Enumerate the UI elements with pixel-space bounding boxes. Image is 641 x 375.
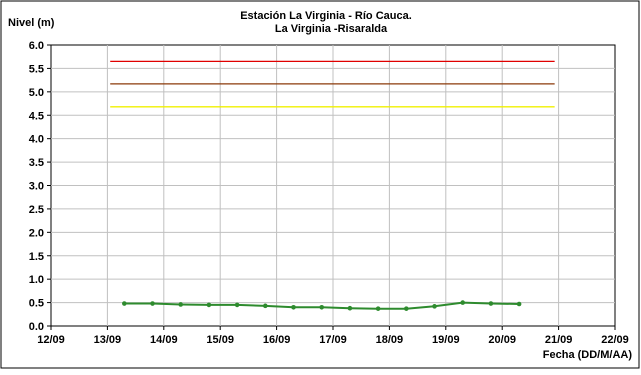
x-tick-label: 22/09 [601, 334, 629, 346]
x-tick-label: 20/09 [488, 334, 516, 346]
x-tick-label: 13/09 [94, 334, 122, 346]
x-tick-label: 15/09 [206, 334, 234, 346]
y-tick-label: 0.0 [29, 321, 44, 333]
y-tick-label: 6.0 [29, 40, 44, 52]
y-axis-label: Nivel (m) [8, 17, 55, 29]
level-data-point [460, 300, 466, 305]
level-data-point [375, 306, 381, 311]
level-data-point [404, 306, 409, 311]
level-data-point [291, 304, 296, 310]
level-data-point [206, 302, 212, 308]
x-tick-label: 17/09 [319, 334, 347, 346]
x-tick-label: 14/09 [150, 334, 178, 346]
level-data-point [347, 305, 353, 311]
series-layer [122, 300, 522, 311]
threshold-layer [110, 60, 555, 108]
y-tick-label: 3.5 [29, 157, 44, 169]
y-tick-label: 2.0 [29, 227, 44, 239]
y-tick-label: 1.5 [29, 251, 44, 263]
grid-layer [51, 45, 615, 326]
level-data-point [122, 301, 127, 306]
y-tick-label: 3.0 [29, 181, 44, 193]
y-tick-label: 4.5 [29, 110, 44, 122]
level-data-point [263, 303, 268, 309]
chart-title: Estación La Virginia - Río Cauca. [240, 10, 412, 22]
x-tick-label: 12/09 [37, 334, 65, 346]
y-tick-label: 1.0 [29, 274, 44, 286]
level-data-point [488, 301, 494, 306]
level-data-point [516, 301, 522, 307]
y-tick-label: 2.5 [29, 204, 44, 216]
level-data-point [319, 304, 325, 310]
x-tick-label: 18/09 [376, 334, 404, 346]
y-tick-label: 5.5 [29, 63, 44, 75]
y-tick-label: 0.5 [29, 298, 44, 310]
level-data-point [178, 302, 184, 307]
x-axis-label: Fecha (DD/M/AA) [543, 349, 633, 361]
y-tick-label: 5.0 [29, 87, 44, 99]
x-tick-label: 16/09 [263, 334, 291, 346]
x-tick-label: 21/09 [545, 334, 573, 346]
x-tick-label: 19/09 [432, 334, 460, 346]
level-data-point [234, 302, 240, 308]
chart-subtitle: La Virginia -Risaralda [275, 23, 388, 35]
axis-layer: 0.0 0.5 1.0 1.5 2.0 2.5 3.0 3.5 4.0 4.5 5.0 5.5 6.0 1… [29, 40, 629, 346]
level-data-point [432, 304, 437, 309]
y-tick-label: 4.0 [29, 134, 44, 146]
level-data-point [150, 301, 155, 306]
